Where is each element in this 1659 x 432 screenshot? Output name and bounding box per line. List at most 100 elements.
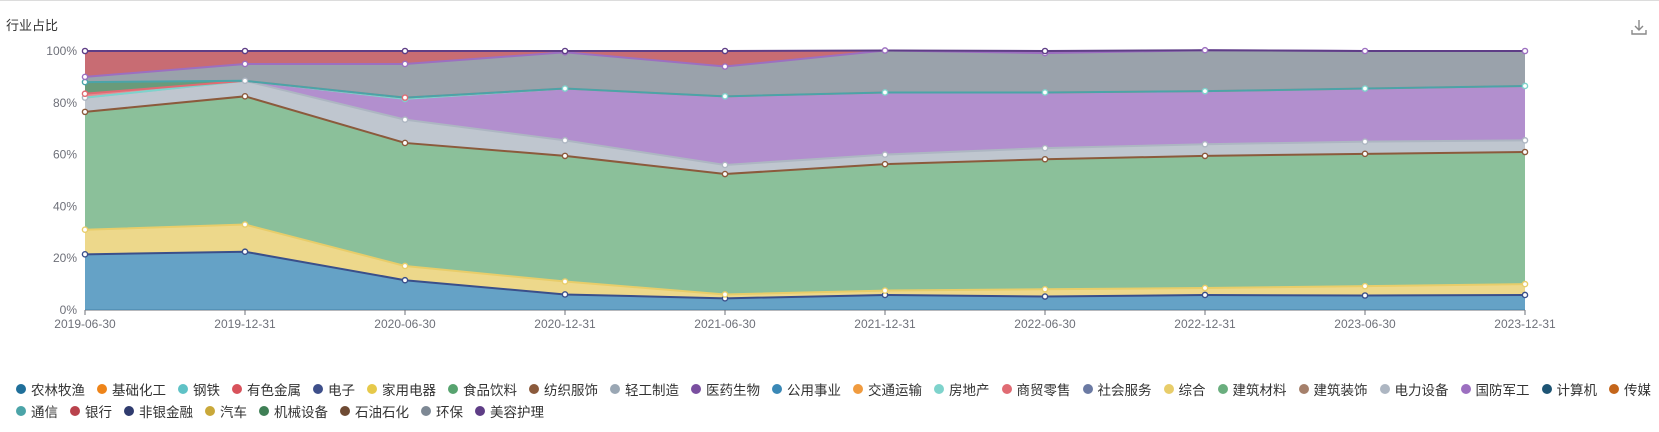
legend-item[interactable]: 轻工制造 — [610, 379, 679, 399]
legend-item[interactable]: 纺织服饰 — [529, 379, 598, 399]
legend-label: 房地产 — [949, 383, 990, 398]
legend-item[interactable]: 汽车 — [205, 401, 247, 421]
legend-row: 农林牧渔 基础化工 钢铁 有色金属 电子 家用电器 食品饮料 纺织服饰 轻工制造 医药生物 公用事业… — [16, 378, 1656, 400]
point-国防军工 — [1521, 82, 1529, 90]
point-建筑材料 — [1201, 152, 1209, 160]
point-综合 — [561, 278, 569, 285]
point-电力设备 — [401, 116, 409, 123]
legend-marker-icon — [853, 384, 863, 394]
line-建筑材料 — [84, 95, 1526, 176]
y-tick-label: 100% — [46, 44, 77, 58]
legend-label: 公用事业 — [787, 383, 841, 398]
point-综合 — [241, 221, 249, 228]
point-建筑材料 — [1521, 148, 1529, 156]
download-icon[interactable] — [1630, 18, 1648, 36]
legend-marker-icon — [70, 406, 80, 416]
legend-marker-icon — [1609, 384, 1619, 394]
area-美容护理 — [85, 50, 1525, 77]
legend-item[interactable]: 石油石化 — [340, 401, 409, 421]
legend-item[interactable]: 计算机 — [1541, 379, 1598, 399]
point-公用事业 — [1521, 291, 1529, 299]
point-电力设备 — [881, 151, 889, 158]
x-tick-label: 2019-06-30 — [54, 317, 116, 331]
legend-item[interactable]: 电力设备 — [1379, 379, 1449, 399]
legend-marker-icon — [1298, 384, 1309, 394]
legend-item[interactable]: 钢铁 — [178, 379, 220, 399]
y-tick-label: 40% — [53, 199, 77, 213]
legend-marker-icon — [529, 384, 539, 394]
point-银行 — [401, 94, 409, 101]
legend-marker-icon — [934, 384, 944, 394]
legend-label: 银行 — [85, 405, 112, 420]
legend-item[interactable]: 医药生物 — [691, 379, 760, 399]
x-tick-label: 2022-06-30 — [1014, 317, 1076, 331]
legend-label: 国防军工 — [1475, 383, 1530, 398]
point-公用事业 — [1361, 292, 1369, 299]
y-tick-label: 0% — [60, 303, 78, 317]
legend-label: 医药生物 — [706, 383, 760, 398]
legend-label: 轻工制造 — [625, 383, 679, 398]
legend-item[interactable]: 非银金融 — [124, 401, 193, 421]
legend-item[interactable]: 有色金属 — [232, 379, 301, 399]
point-美容护理 — [721, 47, 729, 55]
point-环保 — [401, 60, 409, 68]
line-美容护理 — [85, 49, 1525, 53]
point-电力设备 — [1041, 144, 1049, 152]
legend-label: 非银金融 — [139, 405, 193, 420]
legend-item[interactable]: 国防军工 — [1460, 379, 1530, 399]
legend-item[interactable]: 传媒 — [1609, 379, 1651, 399]
legend-label: 石油石化 — [355, 405, 409, 420]
point-建筑材料 — [721, 170, 729, 178]
point-国防军工 — [1201, 87, 1209, 95]
legend-label: 美容护理 — [490, 405, 544, 420]
y-tick-label: 20% — [53, 251, 77, 265]
legend-item[interactable]: 综合 — [1163, 379, 1206, 399]
legend-item[interactable]: 食品饮料 — [448, 379, 517, 399]
point-电力设备 — [721, 161, 729, 169]
legend-item[interactable]: 基础化工 — [97, 379, 166, 399]
point-国防军工 — [721, 93, 729, 100]
legend-item[interactable]: 电子 — [313, 379, 355, 399]
point-环保 — [881, 47, 889, 54]
legend-item[interactable]: 房地产 — [934, 379, 990, 399]
legend-item[interactable]: 社会服务 — [1082, 379, 1152, 399]
legend-item[interactable]: 通信 — [16, 401, 58, 421]
legend-marker-icon — [1001, 384, 1012, 394]
line-电力设备 — [84, 79, 1526, 166]
legend-item[interactable]: 建筑装饰 — [1298, 379, 1368, 399]
y-tick-label: 60% — [53, 148, 77, 162]
legend-item[interactable]: 农林牧渔 — [16, 379, 85, 399]
line-公用事业 — [84, 250, 1526, 300]
legend-item[interactable]: 商贸零售 — [1001, 379, 1071, 399]
legend-label: 建筑材料 — [1232, 383, 1287, 398]
legend-marker-icon — [1541, 384, 1552, 394]
point-银行 — [81, 90, 89, 98]
legend-label: 食品饮料 — [463, 383, 517, 398]
point-公用事业 — [561, 291, 569, 298]
legend-item[interactable]: 银行 — [70, 401, 112, 421]
legend-item[interactable]: 环保 — [421, 401, 463, 421]
point-综合 — [721, 291, 729, 298]
x-tick-label: 2022-12-31 — [1174, 317, 1236, 331]
x-tick-label: 2021-12-31 — [854, 317, 916, 331]
legend-item[interactable]: 机械设备 — [259, 401, 328, 421]
legend-marker-icon — [691, 384, 701, 394]
legend-item[interactable]: 美容护理 — [475, 401, 544, 421]
legend-label: 社会服务 — [1097, 383, 1152, 398]
legend-marker-icon — [1163, 384, 1174, 394]
legend-marker-icon — [16, 384, 26, 394]
legend-item[interactable]: 公用事业 — [772, 379, 841, 399]
legend-item[interactable]: 建筑材料 — [1217, 379, 1287, 399]
point-环保 — [721, 63, 729, 70]
legend-marker-icon — [340, 406, 350, 416]
line-机械设备 — [84, 79, 1526, 99]
point-综合 — [1361, 282, 1369, 290]
legend-item[interactable]: 交通运输 — [853, 379, 922, 399]
legend-label: 计算机 — [1556, 383, 1598, 398]
legend-item[interactable]: 家用电器 — [367, 379, 436, 399]
legend-label: 家用电器 — [382, 383, 436, 398]
point-环保 — [241, 60, 249, 68]
point-公用事业 — [401, 276, 409, 284]
point-国防军工 — [1041, 89, 1049, 96]
point-电力设备 — [1201, 140, 1209, 148]
